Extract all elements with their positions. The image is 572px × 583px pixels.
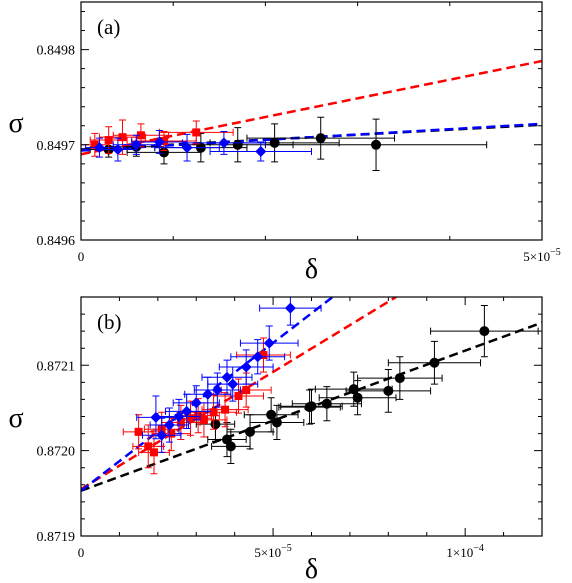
data-point bbox=[218, 137, 230, 149]
data-point bbox=[371, 139, 382, 150]
panel-label: (b) bbox=[97, 310, 122, 334]
x-tick-label: 1×10−4 bbox=[446, 543, 483, 560]
x-tick-label: 0 bbox=[78, 249, 85, 264]
data-point bbox=[221, 371, 233, 383]
chart-panel-a: 0.8496 0.8497 0.8498 0 5×10−5 (a) δ σ bbox=[8, 1, 561, 285]
y-tick-label: 0.8497 bbox=[37, 139, 76, 154]
panel-label: (a) bbox=[97, 15, 120, 39]
data-point bbox=[190, 397, 202, 409]
data-point bbox=[271, 417, 282, 428]
data-point bbox=[269, 137, 280, 148]
data-point bbox=[259, 351, 268, 360]
data-point bbox=[194, 411, 203, 420]
data-point bbox=[348, 384, 359, 395]
data-point bbox=[104, 136, 113, 145]
data-point bbox=[479, 326, 490, 337]
data-point bbox=[263, 337, 275, 349]
data-point bbox=[173, 411, 185, 422]
data-point bbox=[306, 401, 317, 412]
data-point bbox=[352, 392, 363, 403]
data-point bbox=[394, 373, 405, 384]
y-axis-label: σ bbox=[8, 108, 23, 139]
chart-panel-b: 0.8719 0.8720 0.8721 0 5×10−5 1×10−4 (b) δ σ bbox=[8, 296, 543, 583]
x-axis-label: δ bbox=[305, 554, 318, 583]
fit-line bbox=[81, 59, 542, 156]
data-point bbox=[134, 427, 143, 436]
data-point bbox=[202, 388, 214, 400]
data-point bbox=[321, 398, 332, 409]
x-axis-label: δ bbox=[305, 254, 318, 285]
y-axis-label: σ bbox=[8, 403, 23, 434]
data-point bbox=[150, 411, 162, 423]
data-point bbox=[112, 144, 124, 156]
data-point bbox=[315, 133, 326, 144]
data-point bbox=[210, 419, 221, 430]
data-point bbox=[429, 357, 440, 368]
data-point bbox=[221, 405, 230, 414]
data-point bbox=[118, 133, 127, 142]
data-point bbox=[255, 145, 267, 157]
data-point bbox=[240, 361, 252, 373]
data-point bbox=[144, 442, 153, 451]
data-point bbox=[192, 128, 201, 137]
y-tick-label: 0.8719 bbox=[37, 530, 76, 545]
x-tick-label: 0 bbox=[78, 545, 85, 560]
data-point bbox=[153, 136, 165, 148]
data-point bbox=[225, 441, 236, 452]
data-point bbox=[181, 405, 193, 417]
data-point bbox=[234, 392, 243, 401]
data-point bbox=[245, 426, 256, 437]
y-tick-label: 0.8498 bbox=[37, 44, 76, 59]
data-point bbox=[90, 140, 99, 149]
data-point bbox=[284, 302, 296, 314]
data-point bbox=[252, 351, 264, 363]
plot-frame bbox=[80, 1, 543, 241]
fit-line bbox=[81, 122, 542, 152]
y-tick-label: 0.8721 bbox=[37, 359, 76, 374]
data-point bbox=[159, 136, 168, 145]
y-tick-label: 0.8720 bbox=[37, 445, 76, 460]
data-point bbox=[163, 419, 175, 431]
data-point bbox=[136, 131, 145, 140]
data-point bbox=[186, 414, 195, 423]
data-point bbox=[158, 147, 169, 158]
data-point bbox=[156, 429, 168, 441]
data-point bbox=[227, 378, 239, 390]
data-point bbox=[199, 415, 208, 424]
data-point bbox=[383, 385, 394, 396]
data-point bbox=[149, 448, 158, 457]
data-point bbox=[232, 139, 243, 150]
data-point bbox=[211, 384, 223, 396]
x-tick-label: 5×10−5 bbox=[254, 543, 291, 560]
data-point bbox=[266, 409, 277, 420]
data-point bbox=[181, 142, 193, 154]
y-tick-label: 0.8496 bbox=[37, 234, 76, 249]
data-point bbox=[209, 408, 218, 417]
data-point bbox=[167, 429, 176, 438]
x-tick-label: 5×10−5 bbox=[523, 247, 560, 264]
data-point bbox=[242, 386, 251, 395]
